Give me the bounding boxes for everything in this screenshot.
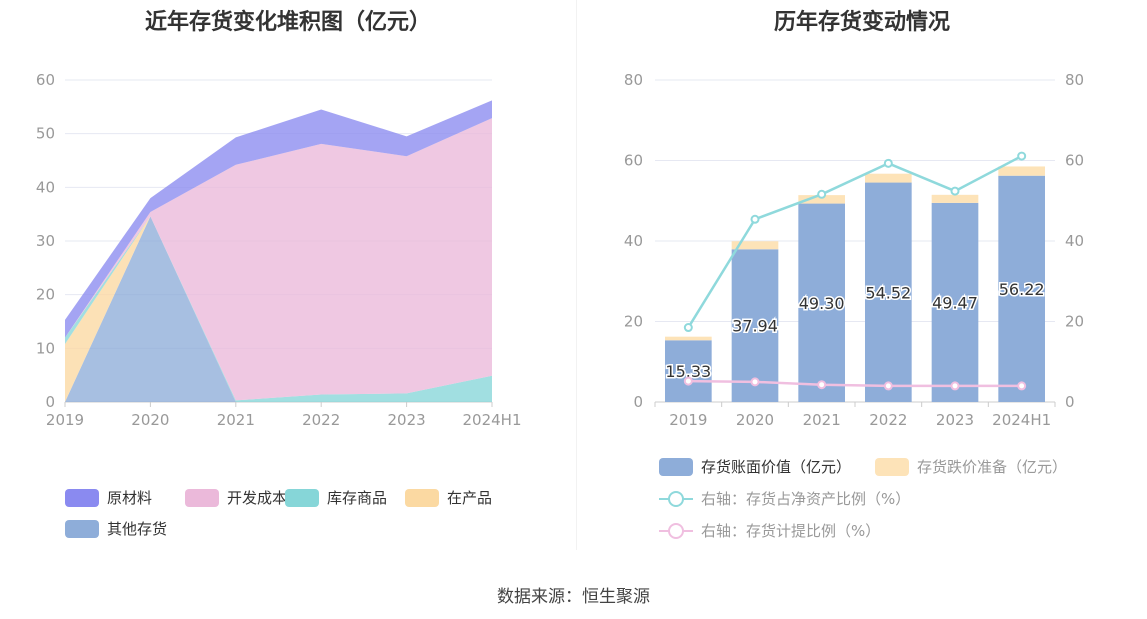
- area-开发成本: [65, 118, 492, 401]
- y2-tick-label: 60: [1065, 152, 1084, 170]
- legend-swatch: [659, 490, 693, 508]
- bar-value-label: 54.52: [865, 283, 911, 302]
- legend-label: 存货账面价值（亿元）: [701, 458, 852, 476]
- legend-swatch: [405, 488, 439, 507]
- legend-swatch: [875, 457, 909, 476]
- legend-label: 右轴：存货占净资产比例（%）: [701, 490, 911, 508]
- bar-存货账面价值（亿元）: [731, 249, 779, 402]
- x-tick-label: 2021: [217, 411, 255, 429]
- y2-tick-label: 80: [1065, 71, 1084, 89]
- area-其他存货: [65, 216, 492, 402]
- x-tick-label: 2021: [803, 411, 841, 429]
- y2-tick-label: 0: [1065, 393, 1075, 411]
- y-tick-label: 10: [36, 339, 55, 357]
- bar-value-label: 15.33: [665, 362, 711, 381]
- x-tick-label: 2020: [736, 411, 774, 429]
- legend-label: 原材料: [107, 489, 153, 507]
- bar-存货跌价准备（亿元）: [998, 166, 1045, 176]
- y-tick-label: 20: [36, 286, 55, 304]
- legend-swatch: [659, 522, 693, 540]
- bar-存货账面价值（亿元）: [865, 182, 912, 402]
- legend-swatch: [65, 488, 99, 507]
- line-point: [817, 380, 827, 390]
- x-tick-label: 2024H1: [992, 411, 1051, 429]
- y-tick-label: 40: [36, 178, 55, 196]
- bar-存货跌价准备（亿元）: [665, 336, 712, 341]
- y-tick-label: 0: [45, 393, 55, 411]
- bar-存货跌价准备（亿元）: [798, 195, 845, 204]
- x-tick-label: 2022: [869, 411, 907, 429]
- legend-item[interactable]: 开发成本: [185, 487, 287, 508]
- line-point: [750, 377, 760, 387]
- y-tick-label: 80: [624, 71, 643, 89]
- bar-存货账面价值（亿元）: [931, 202, 979, 402]
- legend-item[interactable]: 其他存货: [65, 518, 167, 539]
- stacked-area-chart-panel: 近年存货变化堆积图（亿元） 0 10 20 30 40 50 60 2019 2020 2021 2…: [0, 0, 576, 550]
- line-point: [817, 189, 827, 199]
- y-tick-label: 30: [36, 232, 55, 250]
- line-右轴：存货占净资产比例（%）: [687, 154, 1023, 329]
- bar-value-label: 56.22: [999, 280, 1045, 299]
- y-tick-label: 0: [633, 393, 643, 411]
- legend-label: 在产品: [447, 489, 493, 507]
- legend-item[interactable]: 库存商品: [285, 487, 387, 508]
- legend-swatch: [185, 488, 219, 507]
- y-tick-label: 40: [624, 232, 643, 250]
- legend-label: 存货跌价准备（亿元）: [917, 458, 1068, 476]
- left-chart-title: 近年存货变化堆积图（亿元）: [144, 10, 431, 35]
- legend-item[interactable]: 在产品: [405, 487, 492, 508]
- line-point: [883, 381, 893, 391]
- legend-label: 库存商品: [327, 489, 388, 507]
- y-tick-label: 60: [624, 152, 643, 170]
- legend-label: 开发成本: [227, 489, 288, 507]
- bar-存货跌价准备（亿元）: [865, 173, 912, 183]
- x-tick-label: 2020: [131, 411, 169, 429]
- line-右轴：存货计提比例（%）: [688, 379, 1022, 388]
- legend-swatch: [285, 488, 319, 507]
- x-tick-label: 2019: [46, 411, 84, 429]
- panel-divider: [576, 0, 577, 550]
- y-tick-label: 50: [36, 125, 55, 143]
- legend-label: 其他存货: [107, 520, 168, 538]
- bar-存货跌价准备（亿元）: [931, 194, 979, 203]
- legend-swatch: [65, 519, 99, 538]
- data-source-note: 数据来源：恒生聚源: [497, 587, 650, 607]
- line-point: [750, 214, 760, 224]
- line-point: [683, 376, 693, 386]
- x-tick-label: 2023: [388, 411, 426, 429]
- y2-tick-label: 20: [1065, 313, 1084, 331]
- line-point: [950, 186, 960, 196]
- inventory-bar-chart-panel: 历年存货变动情况 0 20 40 60 80 0 20 40 60 80 2019 2020 2021 2…: [577, 0, 1147, 550]
- legend-item[interactable]: 原材料: [65, 487, 152, 508]
- bar-存货账面价值（亿元）: [665, 340, 712, 402]
- legend-item[interactable]: 右轴：存货计提比例（%）: [659, 520, 880, 541]
- x-tick-label: 2023: [936, 411, 974, 429]
- x-tick-label: 2024H1: [463, 411, 522, 429]
- legend-swatch: [659, 457, 693, 476]
- legend-item[interactable]: 右轴：存货占净资产比例（%）: [659, 488, 910, 509]
- bar-value-label: 49.30: [799, 294, 845, 313]
- y2-tick-label: 40: [1065, 232, 1084, 250]
- area-原材料: [65, 100, 492, 338]
- line-point: [1017, 151, 1027, 161]
- legend-item[interactable]: 存货跌价准备（亿元）: [875, 456, 1067, 477]
- inventory-bar-chart: 0 20 40 60 80 0 20 40 60 80 2019 2020 2021 2022 2023 20…: [624, 71, 1084, 429]
- right-chart-title: 历年存货变动情况: [773, 10, 950, 35]
- bar-存货跌价准备（亿元）: [731, 241, 779, 250]
- legend-item[interactable]: 存货账面价值（亿元）: [659, 456, 851, 477]
- line-point: [883, 158, 893, 168]
- line-point: [1017, 381, 1027, 391]
- bar-存货账面价值（亿元）: [798, 203, 845, 402]
- x-tick-label: 2019: [669, 411, 707, 429]
- bar-value-label: 49.47: [932, 293, 978, 312]
- x-tick-label: 2022: [302, 411, 340, 429]
- legend-label: 右轴：存货计提比例（%）: [701, 522, 881, 540]
- y-tick-label: 20: [624, 313, 643, 331]
- line-point: [950, 381, 960, 391]
- y-tick-label: 60: [36, 71, 55, 89]
- line-point: [683, 323, 693, 333]
- bar-value-label: 37.94: [732, 317, 778, 336]
- stacked-area-chart: 0 10 20 30 40 50 60 2019 2020 2021 2022 2023 2024H1: [36, 71, 522, 429]
- bar-存货账面价值（亿元）: [998, 175, 1045, 402]
